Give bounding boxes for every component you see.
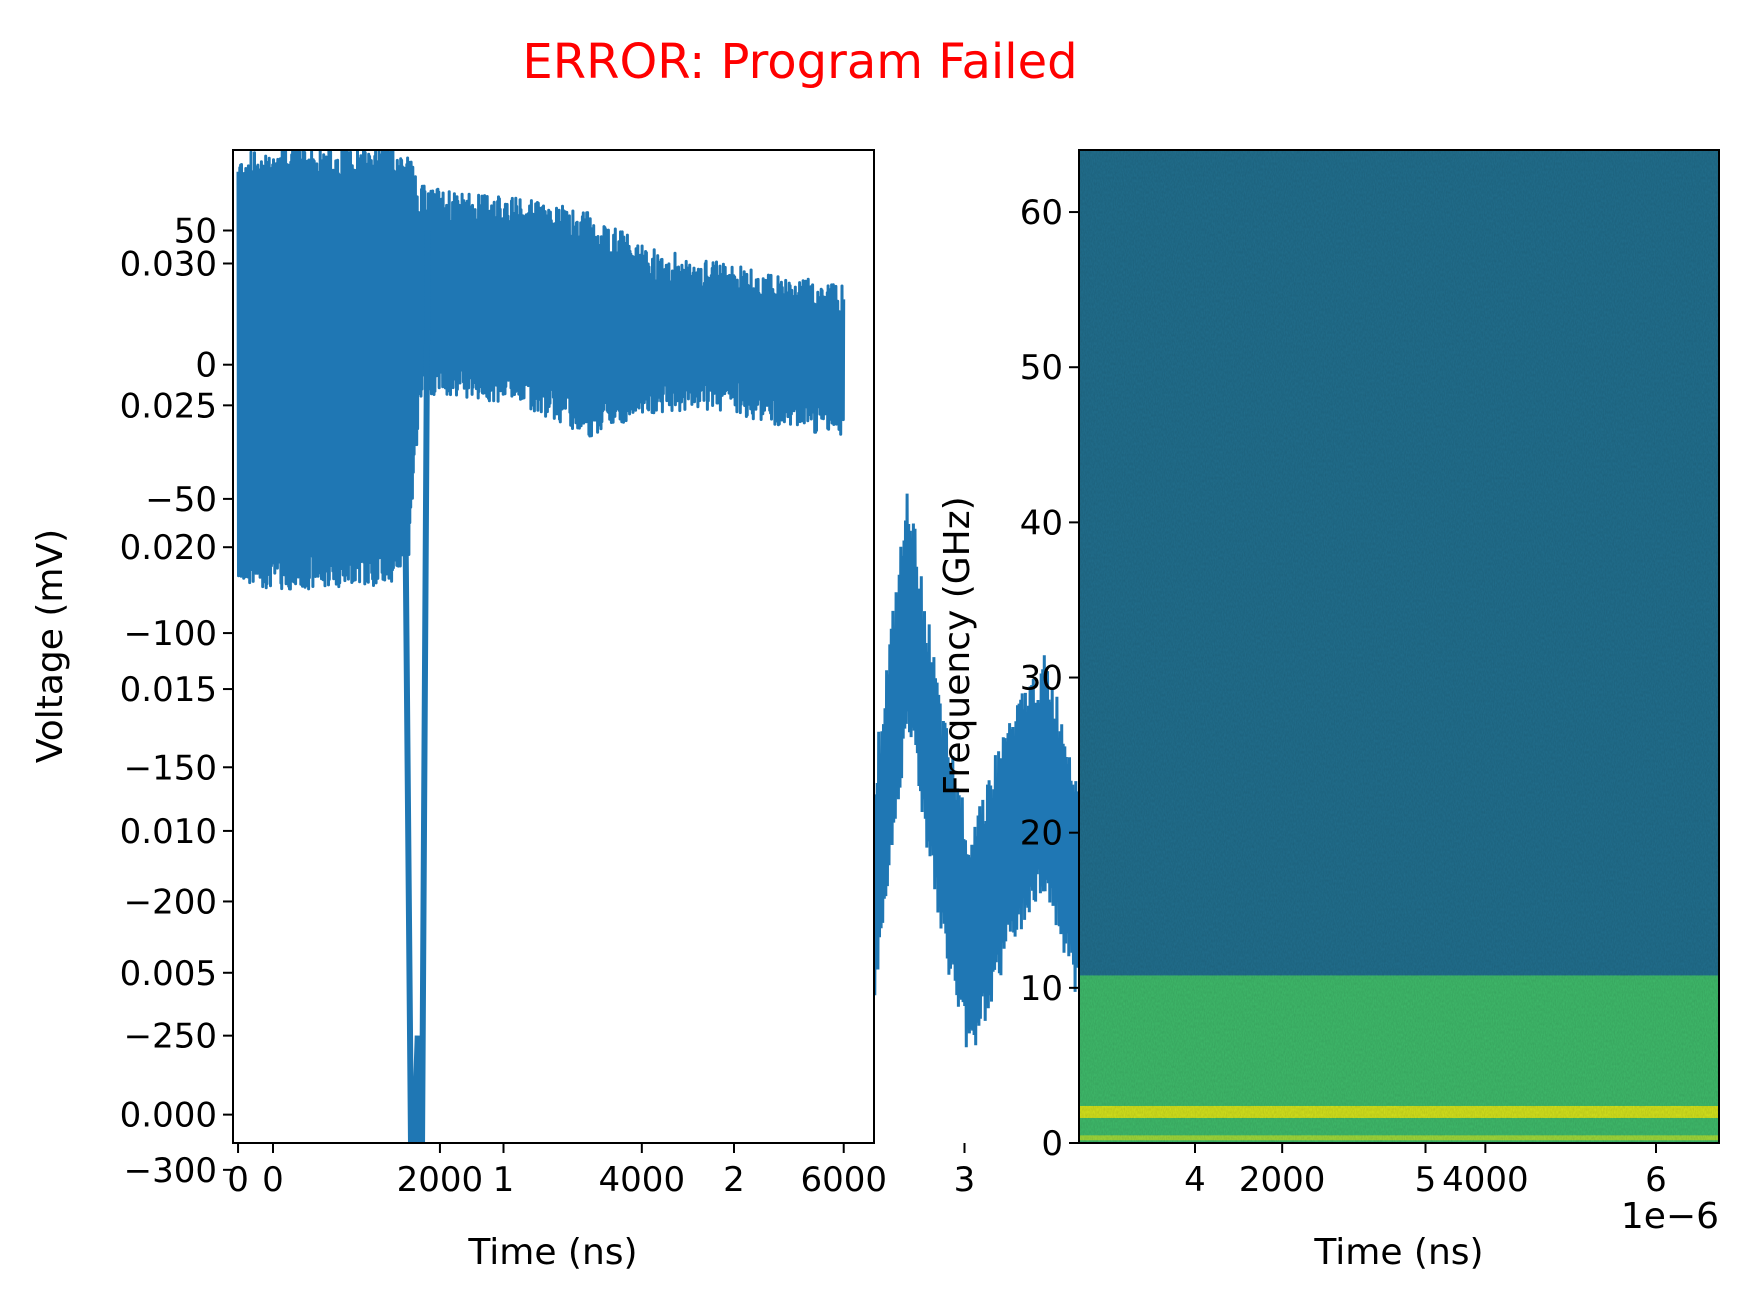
left-y-tick-label: 0: [195, 346, 217, 386]
left-trace-line: [236, 150, 846, 591]
secondary-x-ticks: 0 1 2 3 4 5 6: [262, 1143, 1667, 1200]
right-x-ticks-time: 2000 4000: [1239, 1143, 1529, 1200]
right-y-tick-label: 50: [1020, 348, 1063, 388]
secondary-x-tick-label: 1: [493, 1160, 515, 1200]
left-y-tick-label: −100: [124, 614, 217, 654]
left-x-tick-label: 2000: [397, 1160, 484, 1200]
right-y-tick-label: 20: [1020, 814, 1063, 854]
secondary-y-tick-label: 0.010: [120, 812, 217, 852]
left-y-tick-label: 50: [174, 212, 217, 252]
secondary-y-tick-label: 0.000: [120, 1096, 217, 1136]
right-y-tick-label: 30: [1020, 659, 1063, 699]
left-y-tick-label: −300: [124, 1151, 217, 1191]
secondary-x-tick-label: 5: [1415, 1160, 1437, 1200]
secondary-x-tick-label: 2: [723, 1160, 745, 1200]
secondary-y-tick-label: 0.025: [120, 386, 217, 426]
left-y-tick-label: −250: [124, 1017, 217, 1057]
middle-trace-line: [874, 493, 1079, 1048]
secondary-y-tick-label: 0.030: [120, 244, 217, 284]
left-x-axis-label: Time (ns): [467, 1232, 637, 1273]
secondary-x-tick-label: 0: [262, 1160, 284, 1200]
left-y-axis-label: Voltage (mV): [30, 529, 71, 763]
left-x-tick-label: 4000: [599, 1160, 686, 1200]
left-axes-frame: [232, 149, 875, 1144]
right-y-tick-label: 0: [1041, 1124, 1063, 1164]
secondary-y-tick-label: 0.005: [120, 954, 217, 994]
left-x-tick-label: 0: [227, 1160, 249, 1200]
right-y-tick-label: 10: [1020, 969, 1063, 1009]
figure-title: ERROR: Program Failed: [522, 34, 1077, 90]
secondary-y-ticks: 0.000 0.005 0.010 0.015 0.020 0.025 0.030: [120, 244, 233, 1136]
left-voltage-trace: [236, 150, 846, 1143]
right-y-axis-label: Frequency (GHz): [937, 496, 978, 795]
right-y-tick-label: 60: [1020, 193, 1063, 233]
left-trace-dropout-spike: [402, 230, 431, 1143]
middle-voltage-trace: [874, 493, 1079, 1048]
right-y-ticks-frequency: 0 10 20 30 40 50 60: [1020, 193, 1079, 1164]
spectrogram-noise: [1079, 150, 1719, 1143]
secondary-x-tick-label: 3: [954, 1160, 976, 1200]
left-y-tick-label: −50: [145, 480, 217, 520]
secondary-x-tick-label: 4: [1184, 1160, 1206, 1200]
left-y-tick-label: −150: [124, 748, 217, 788]
left-y-tick-label: −200: [124, 882, 217, 922]
right-x-tick-label: 4000: [1442, 1160, 1529, 1200]
secondary-x-tick-label: 6: [1645, 1160, 1667, 1200]
right-x-axis-label: Time (ns): [1313, 1232, 1483, 1273]
secondary-y-tick-label: 0.020: [120, 528, 217, 568]
left-y-ticks-voltage: 50 0 −50 −100 −150 −200 −250 −300: [124, 212, 233, 1191]
x-offset-multiplier-label: 1e−6: [1621, 1196, 1719, 1237]
left-x-tick-label: 6000: [800, 1160, 887, 1200]
right-x-tick-label: 2000: [1239, 1160, 1326, 1200]
secondary-y-tick-label: 0.015: [120, 670, 217, 710]
left-x-ticks-time: 0 2000 4000 6000: [227, 1143, 887, 1200]
right-axes-frame: [1078, 149, 1720, 1144]
right-y-tick-label: 40: [1020, 503, 1063, 543]
spectrogram-panel: [1079, 150, 1719, 1143]
